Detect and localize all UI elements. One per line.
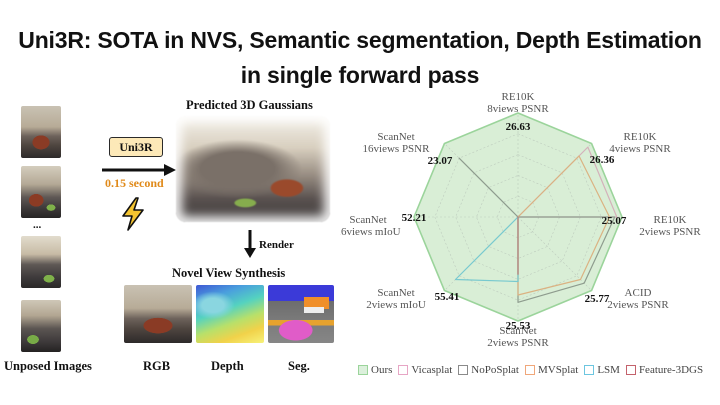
radar-axis-label-3: RE10K 2views PSNR	[639, 214, 701, 238]
legend-swatch	[398, 365, 409, 375]
radar-series-noposplat	[458, 157, 616, 303]
legend-item-feature-3dgs: Feature-3DGS	[625, 364, 704, 376]
output-label-rgb: RGB	[143, 359, 171, 373]
output-rgb-image	[124, 285, 192, 343]
forward-arrow-icon	[102, 164, 176, 176]
legend-item-vicasplat: Vicasplat	[398, 364, 452, 376]
radar-axis-label-4: ACID 2views PSNR	[607, 287, 669, 311]
radar-grid-ring-2	[476, 175, 560, 259]
legend-item-noposplat: NoPoSplat	[458, 364, 519, 376]
radar-value-label-3: 25.07	[602, 215, 627, 227]
radar-axis-label-8: ScanNet 16views PSNR	[363, 131, 431, 155]
output-label-seg: Seg.	[288, 359, 310, 373]
output-seg-image	[268, 285, 334, 343]
radar-value-label-5: 25.53	[506, 320, 531, 332]
legend-item-lsm: LSM	[584, 364, 620, 376]
legend-item-ours: Ours	[358, 364, 392, 376]
legend-item-mvsplat: MVSplat	[524, 364, 579, 376]
input-ellipsis: ...	[33, 219, 42, 231]
radar-value-label-4: 25.77	[585, 293, 610, 305]
radar-grid-ring-1	[496, 195, 540, 239]
legend-label: LSM	[597, 364, 620, 376]
legend-label: Vicasplat	[411, 364, 453, 376]
input-image-3	[21, 236, 61, 288]
render-label: Render	[259, 239, 294, 251]
legend-label: Feature-3DGS	[638, 364, 704, 376]
radar-spoke-4	[517, 216, 592, 291]
input-image-1	[21, 106, 61, 158]
nvs-caption: Novel View Synthesis	[172, 266, 286, 280]
page-subtitle: in single forward pass	[240, 62, 480, 88]
legend-swatch	[458, 365, 469, 375]
lightning-icon	[122, 197, 144, 231]
legend-swatch	[584, 365, 595, 375]
radar-axis-label-6: ScanNet 2views mIoU	[366, 287, 426, 311]
radar-axis-label-5: ScanNet 2views PSNR	[487, 325, 549, 349]
legend-label: NoPoSplat	[471, 364, 519, 376]
page-title: Uni3R: SOTA in NVS, Semantic segmentatio…	[18, 27, 702, 53]
radar-grid-ring-4	[434, 133, 602, 301]
legend-label: Ours	[371, 364, 393, 376]
radar-value-label-6: 55.41	[435, 291, 460, 303]
radar-series-ours	[413, 112, 623, 322]
radar-chart: RE10K 8views PSNR 26.63 RE10K 4views PSNR26.…	[340, 91, 701, 349]
radar-value-label-7: 52.21	[402, 212, 427, 224]
radar-legend: Ours Vicasplat NoPoSplat MVSplat LSM Feature-…	[358, 364, 709, 376]
gaussians-image	[176, 116, 330, 222]
input-image-2	[21, 166, 61, 218]
output-label-depth: Depth	[211, 359, 244, 373]
radar-axis-label-7: ScanNet 16views mIoU	[340, 214, 401, 238]
input-caption: Unposed Images	[4, 359, 92, 373]
render-arrow-icon	[244, 230, 256, 258]
input-image-4	[21, 300, 61, 352]
legend-swatch	[625, 365, 636, 375]
radar-value-label-8: 23.07	[428, 155, 453, 167]
gaussians-caption: Predicted 3D Gaussians	[186, 98, 313, 112]
model-box: Uni3R	[109, 137, 163, 157]
radar-value-label-1: 26.63	[506, 121, 531, 133]
legend-swatch	[524, 365, 535, 375]
inference-time: 0.15 second	[105, 176, 164, 190]
radar-value-label-2: 26.36	[590, 154, 615, 166]
radar-axis-label-1: RE10K 8views PSNR	[487, 91, 549, 115]
output-depth-image	[196, 285, 264, 343]
legend-swatch	[358, 365, 368, 375]
legend-label: MVSplat	[537, 364, 579, 376]
radar-axis-label-2: RE10K 4views PSNR	[609, 131, 671, 155]
